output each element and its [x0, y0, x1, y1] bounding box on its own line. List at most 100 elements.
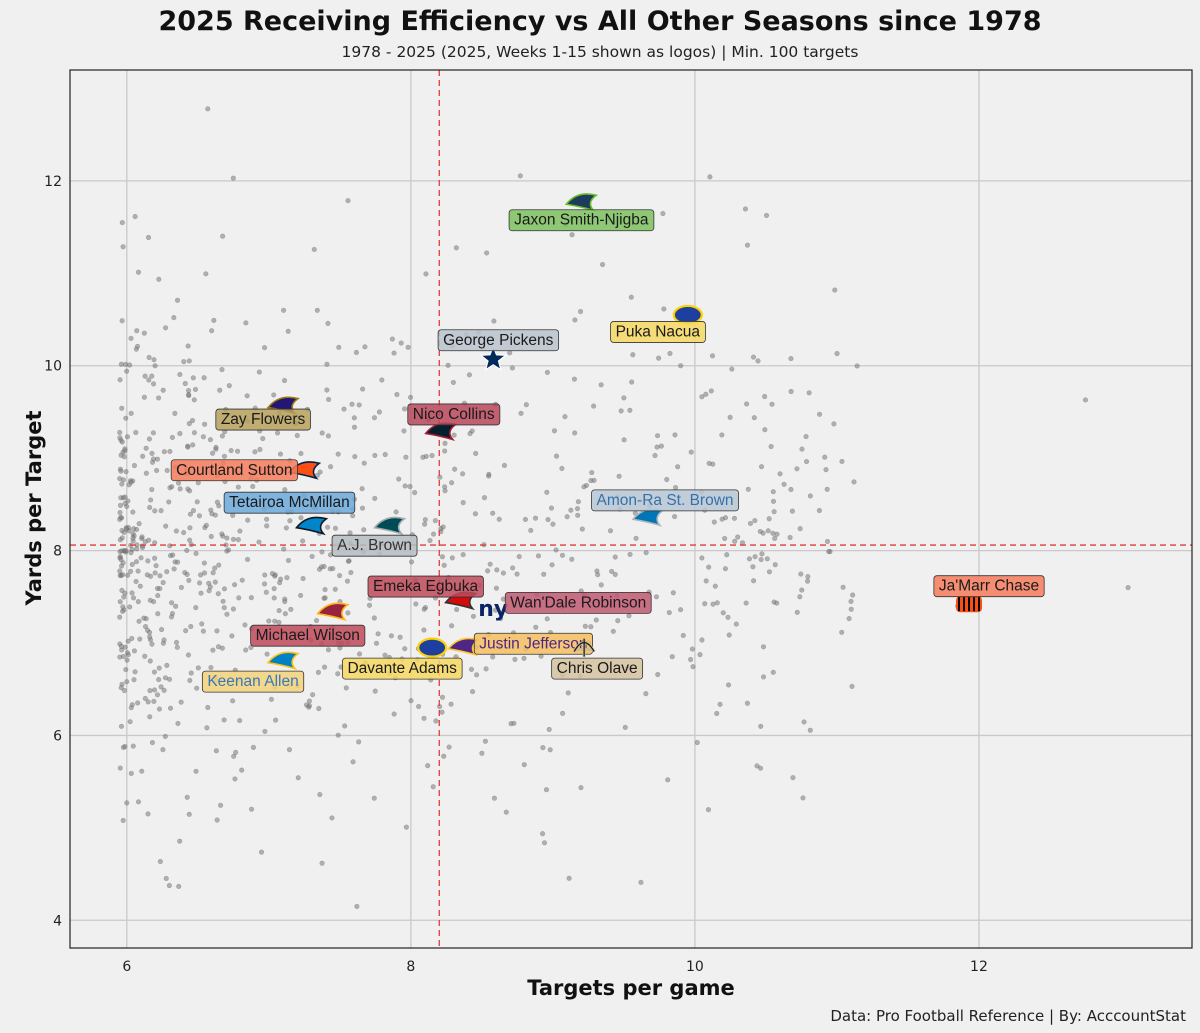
historical-season-point — [124, 800, 130, 806]
historical-season-point — [553, 547, 559, 553]
player-davante-adams[interactable]: Davante Adams — [342, 637, 463, 680]
historical-season-point — [243, 647, 249, 653]
player-courtland-sutton[interactable]: Courtland Sutton — [170, 459, 322, 482]
historical-season-point — [117, 509, 123, 516]
historical-season-point — [703, 391, 709, 397]
historical-season-point — [361, 527, 367, 533]
player-name-label: Jaxon Smith-Njigba — [508, 209, 655, 232]
historical-season-point — [319, 860, 325, 866]
historical-season-point — [484, 250, 490, 256]
chart-subtitle: 1978 - 2025 (2025, Weeks 1-15 shown as l… — [341, 43, 859, 61]
historical-season-point — [345, 610, 351, 616]
historical-season-point — [220, 233, 226, 239]
historical-season-point — [523, 402, 529, 408]
player-amon-ra-st-brown[interactable]: Amon-Ra St. Brown — [591, 489, 739, 527]
historical-season-point — [548, 505, 555, 511]
historical-season-point — [628, 294, 634, 300]
player-justin-jefferson[interactable]: Justin Jefferson — [446, 632, 593, 657]
historical-season-point — [672, 432, 678, 438]
historical-season-point — [711, 519, 717, 525]
historical-season-point — [653, 594, 660, 600]
x-tick-label: 6 — [122, 959, 131, 975]
historical-season-point — [579, 526, 585, 532]
historical-season-point — [136, 618, 142, 624]
reference-lines — [70, 70, 1192, 948]
historical-season-point — [288, 606, 294, 612]
team-logo-icon: ny — [478, 597, 508, 622]
historical-season-point — [690, 664, 696, 670]
historical-season-point — [451, 432, 457, 438]
historical-season-point — [382, 451, 388, 458]
historical-season-point — [149, 641, 155, 647]
historical-season-point — [442, 440, 448, 446]
historical-season-point — [122, 446, 128, 452]
historical-season-point — [757, 765, 764, 771]
historical-season-point — [688, 656, 694, 663]
player-emeka-egbuka[interactable]: Emeka Egbuka — [367, 575, 484, 611]
player-a-j-brown[interactable]: A.J. Brown — [331, 516, 418, 557]
historical-season-point — [128, 479, 134, 485]
player-keenan-allen[interactable]: Keenan Allen — [201, 651, 305, 693]
historical-season-point — [553, 453, 560, 459]
historical-season-point — [758, 556, 764, 563]
historical-season-point — [671, 513, 678, 520]
historical-season-point — [232, 582, 238, 588]
historical-season-point — [389, 336, 395, 342]
historical-season-point — [184, 571, 190, 578]
player-name-label: Wan'Dale Robinson — [504, 591, 652, 614]
historical-season-point — [183, 628, 189, 634]
player-jaxon-smith-njigba[interactable]: Jaxon Smith-Njigba — [508, 193, 655, 232]
historical-season-point — [396, 476, 402, 482]
historical-season-point — [577, 308, 584, 315]
historical-season-point — [824, 486, 830, 492]
historical-season-point — [190, 508, 197, 514]
player-name: George Pickens — [443, 332, 554, 349]
historical-season-point — [758, 723, 764, 729]
historical-season-point — [157, 585, 163, 592]
historical-season-point — [158, 508, 164, 514]
historical-season-point — [507, 350, 513, 356]
historical-season-point — [185, 444, 191, 450]
player-tetairoa-mcmillan[interactable]: Tetairoa McMillan — [223, 491, 356, 536]
historical-season-point — [213, 748, 219, 754]
player-michael-wilson[interactable]: Michael Wilson — [250, 602, 366, 647]
historical-season-point — [854, 363, 860, 369]
historical-season-point — [232, 776, 238, 782]
historical-season-point — [485, 568, 491, 574]
historical-season-point — [535, 553, 542, 559]
player-chris-olave[interactable]: Chris Olave — [551, 638, 644, 680]
historical-season-point — [221, 605, 227, 611]
historical-season-point — [150, 430, 156, 436]
historical-season-point — [133, 429, 139, 436]
historical-season-point — [735, 534, 741, 540]
historical-season-point — [448, 480, 455, 486]
historical-season-point — [442, 484, 448, 490]
historical-season-point — [618, 408, 624, 414]
player-zay-flowers[interactable]: Zay Flowers — [215, 396, 311, 431]
historical-season-point — [336, 572, 343, 579]
player-nico-collins[interactable]: Nico Collins — [407, 403, 501, 441]
historical-season-point — [175, 480, 182, 486]
historical-season-point — [187, 677, 193, 684]
historical-season-point — [806, 390, 812, 396]
historical-season-point — [335, 732, 341, 738]
player-ja-marr-chase[interactable]: Ja'Marr Chase — [933, 575, 1045, 613]
historical-season-point — [350, 513, 356, 519]
historical-season-point — [196, 580, 203, 586]
historical-season-point — [129, 561, 135, 568]
historical-season-point — [120, 560, 126, 566]
historical-season-point — [382, 652, 388, 658]
historical-season-point — [250, 483, 256, 490]
historical-season-point — [149, 450, 155, 457]
historical-season-point — [765, 528, 771, 534]
historical-season-point — [135, 269, 142, 275]
historical-season-point — [598, 582, 604, 588]
player-puka-nacua[interactable]: Puka Nacua — [610, 304, 706, 343]
historical-season-point — [744, 242, 751, 248]
historical-season-point — [130, 509, 136, 515]
historical-season-point — [347, 530, 353, 536]
player-wan-dale-robinson[interactable]: ny Wan'Dale Robinson — [478, 591, 652, 622]
historical-season-point — [543, 787, 550, 793]
player-george-pickens[interactable]: George Pickens — [437, 329, 560, 372]
historical-season-point — [707, 174, 713, 180]
